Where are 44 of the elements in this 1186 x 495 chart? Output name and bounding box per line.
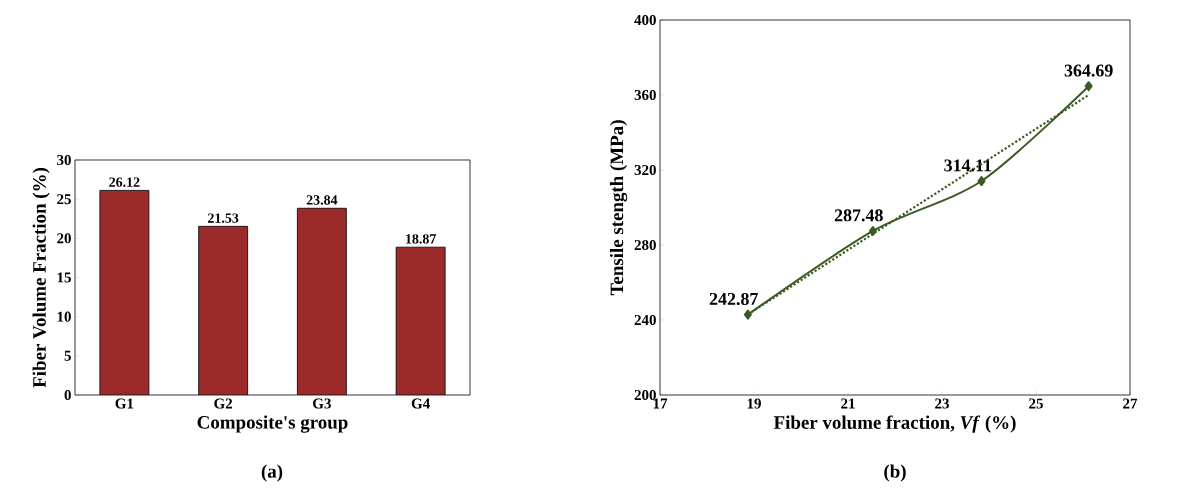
x-tick-label: G2 bbox=[214, 398, 233, 409]
y-tick-label: 0 bbox=[64, 389, 71, 401]
x-tick-label: 25 bbox=[1029, 398, 1043, 409]
data-label: 364.69 bbox=[1064, 64, 1113, 77]
bar bbox=[99, 189, 150, 395]
y-tick-label: 360 bbox=[634, 89, 656, 101]
x-tick-label: 23 bbox=[935, 398, 949, 409]
y-axis-title: Tensile stength (MPa) bbox=[609, 120, 628, 296]
x-tick-label: G1 bbox=[115, 398, 134, 409]
x-tick-label: 19 bbox=[747, 398, 761, 409]
y-tick-label: 400 bbox=[634, 14, 656, 26]
y-tick-label: 200 bbox=[634, 389, 656, 401]
bar bbox=[198, 225, 249, 395]
data-label: 21.53 bbox=[208, 213, 239, 223]
x-tick-label: 27 bbox=[1123, 398, 1138, 409]
data-label: 26.12 bbox=[109, 177, 140, 187]
y-tick-label: 280 bbox=[634, 239, 656, 251]
y-tick-label: 10 bbox=[57, 311, 71, 322]
bar bbox=[395, 246, 446, 395]
y-tick-label: 320 bbox=[634, 164, 656, 176]
y-tick-label: 240 bbox=[634, 314, 656, 326]
point bbox=[868, 225, 877, 236]
y-tick-label: 15 bbox=[57, 272, 71, 283]
y-tick-label: 5 bbox=[64, 350, 71, 361]
x-axis-title: Fiber volume fraction, Vf (%) bbox=[773, 415, 1016, 433]
point bbox=[1084, 81, 1093, 92]
x-tick-label: G3 bbox=[313, 398, 331, 409]
text: (b) bbox=[884, 464, 906, 482]
x-tick-label: G4 bbox=[411, 398, 430, 409]
data-label: 242.87 bbox=[709, 292, 758, 306]
data-label: 287.48 bbox=[834, 209, 883, 222]
y-axis-title: Fiber Volume Fraction (%) bbox=[32, 168, 50, 388]
data-label: 23.84 bbox=[306, 195, 338, 205]
x-axis-title: Composite's group bbox=[197, 415, 348, 433]
point bbox=[977, 176, 986, 187]
x-tick-label: 17 bbox=[653, 398, 668, 409]
y-tick-label: 20 bbox=[57, 233, 71, 244]
y-tick-label: 25 bbox=[57, 194, 71, 205]
x-tick-label: 21 bbox=[841, 398, 855, 409]
bar bbox=[296, 207, 347, 395]
data-label: 18.87 bbox=[406, 234, 436, 244]
point bbox=[743, 309, 752, 320]
text: (a) bbox=[261, 464, 283, 482]
y-tick-label: 30 bbox=[57, 154, 71, 166]
